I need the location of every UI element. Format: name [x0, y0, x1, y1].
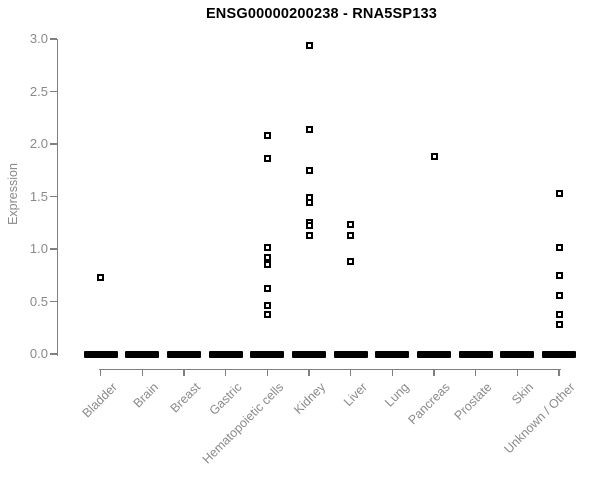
- data-point: [305, 222, 313, 230]
- data-point: [305, 125, 313, 133]
- data-point: [555, 291, 563, 299]
- x-tick-label: Pancreas: [405, 380, 453, 428]
- x-tick-label: Liver: [340, 380, 370, 410]
- zero-cluster-bar: [542, 350, 576, 358]
- x-tick: [141, 369, 144, 376]
- y-tick: [50, 90, 57, 93]
- data-point: [555, 271, 563, 279]
- y-tick-label: 1.0: [29, 241, 48, 256]
- x-tick: [99, 369, 102, 376]
- data-point: [263, 302, 271, 310]
- data-point: [263, 261, 271, 269]
- data-point: [263, 285, 271, 293]
- x-tick: [224, 369, 227, 376]
- y-tick: [50, 300, 57, 303]
- y-tick-label: 0.0: [29, 346, 48, 361]
- x-tick: [349, 369, 352, 376]
- chart-title: ENSG00000200238 - RNA5SP133: [205, 6, 438, 22]
- x-tick-label: Prostate: [451, 380, 495, 423]
- x-tick: [391, 369, 394, 376]
- y-tick-label: 2.5: [29, 83, 48, 99]
- zero-cluster-bar: [250, 350, 285, 358]
- data-point: [305, 231, 313, 239]
- data-point: [555, 310, 563, 318]
- zero-cluster-bar: [292, 350, 327, 358]
- data-point: [347, 258, 355, 266]
- data-point: [555, 321, 563, 329]
- y-tick: [50, 248, 57, 250]
- data-point: [347, 221, 355, 229]
- x-tick-label: Hematopoietic cells: [199, 380, 287, 467]
- data-point: [305, 199, 313, 207]
- x-tick: [266, 369, 269, 376]
- zero-cluster-bar: [500, 350, 535, 358]
- x-tick: [558, 369, 560, 376]
- zero-cluster-bar: [375, 350, 410, 358]
- x-tick-label: Skin: [509, 380, 537, 408]
- x-tick: [516, 369, 519, 376]
- y-axis-line: [56, 39, 58, 356]
- zero-cluster-bar: [417, 350, 451, 358]
- y-tick-label: 2.0: [29, 136, 48, 151]
- data-point: [263, 244, 271, 252]
- x-tick: [183, 369, 185, 376]
- data-point: [305, 41, 313, 49]
- zero-cluster-bar: [458, 350, 493, 358]
- y-tick-label: 1.5: [29, 188, 48, 204]
- data-point: [263, 132, 271, 140]
- zero-cluster-bar: [333, 350, 368, 358]
- y-tick: [50, 143, 57, 145]
- x-tick-label: Bladder: [79, 380, 120, 421]
- x-tick: [474, 369, 477, 376]
- zero-cluster-bar: [83, 350, 118, 358]
- data-point: [305, 166, 313, 174]
- zero-cluster-bar: [208, 350, 243, 358]
- data-point: [555, 244, 563, 252]
- x-tick-label: Kidney: [290, 380, 328, 417]
- y-tick-label: 0.5: [29, 293, 48, 309]
- data-point: [430, 153, 438, 161]
- y-tick-label: 3.0: [29, 31, 48, 46]
- x-tick-label: Lung: [381, 380, 412, 410]
- zero-cluster-bar: [125, 350, 160, 358]
- data-point: [347, 231, 355, 239]
- data-point: [555, 189, 563, 197]
- y-tick: [50, 353, 57, 355]
- data-point: [263, 253, 271, 261]
- x-tick-label: Breast: [167, 380, 203, 416]
- zero-cluster-bar: [167, 350, 202, 358]
- x-tick-label: Gastric: [206, 380, 245, 418]
- x-tick-label: Brain: [130, 380, 162, 411]
- x-tick: [433, 369, 435, 376]
- y-tick: [50, 195, 57, 198]
- x-axis-line: [98, 368, 561, 370]
- data-point: [263, 155, 271, 163]
- x-tick: [308, 369, 310, 376]
- y-tick: [50, 38, 57, 40]
- data-point: [263, 310, 271, 318]
- data-point: [97, 273, 105, 281]
